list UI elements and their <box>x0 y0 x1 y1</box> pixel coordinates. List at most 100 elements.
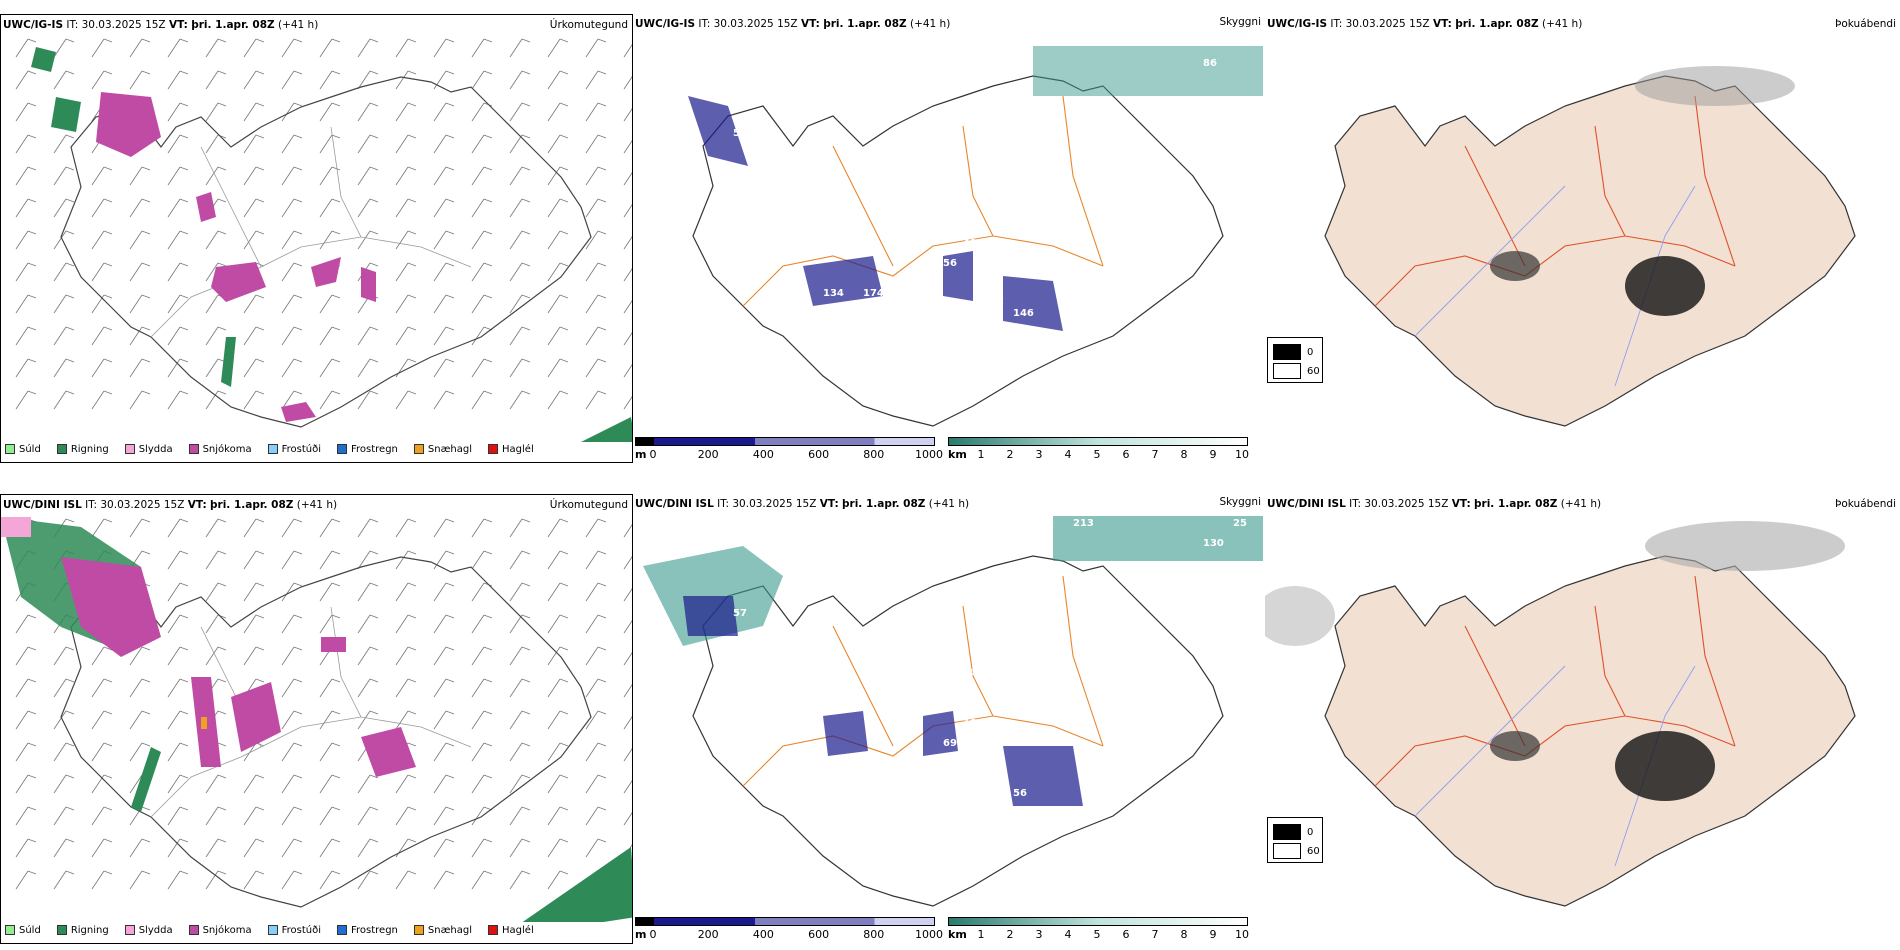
panel-header: UWC/DINI ISL IT: 30.03.2025 15Z VT: þri.… <box>3 499 338 511</box>
legend-label: Rigning <box>70 924 109 936</box>
colorbar-tick: 10 <box>1235 448 1249 461</box>
visibility-colorbar: km 1 2 3 4 5 6 7 8 9 10 <box>948 917 1249 943</box>
cloud-ceiling-label: 74 <box>933 888 947 899</box>
iceland-outline <box>60 76 592 428</box>
legend-label: Slydda <box>138 924 173 936</box>
legend-swatch <box>124 925 135 935</box>
fog-map <box>1324 66 1856 427</box>
legend-item: Snjókoma <box>188 444 252 455</box>
colorbar-tick: 3 <box>1035 448 1043 461</box>
precip-type-legend: Súld Rigning Slydda Snjókoma Frostúði Frostre… <box>5 921 546 939</box>
ceiling-colorbar: m 0 200 400 600 800 1000 <box>635 437 943 463</box>
legend-item: Súld <box>5 444 41 455</box>
cloud-ceiling-label: 52 <box>823 768 837 779</box>
colorbar-tick: 800 <box>863 928 885 941</box>
colorbar-tick: 7 <box>1151 448 1159 461</box>
colorbar-tick: 6 <box>1122 928 1130 941</box>
colorbar-tick: 8 <box>1180 448 1188 461</box>
legend-item: Frostúði <box>267 925 321 936</box>
cloud-ceiling-label: 134 <box>823 288 844 299</box>
colorbar-tick: 5 <box>1093 928 1101 941</box>
legend-swatch <box>413 925 424 935</box>
legend-label: Frostregn <box>351 443 398 455</box>
legend-item: Slydda <box>124 924 173 936</box>
legend-label: Frostúði <box>281 443 321 455</box>
colorbar-tick: 2 <box>1006 448 1014 461</box>
cloud-ceiling-label: 69 <box>943 738 957 749</box>
colorbar-tick: 600 <box>808 448 830 461</box>
cloud-ceiling-label: 70 <box>903 158 917 169</box>
legend-item: Haglél <box>488 925 534 936</box>
colorbar-tick: 8 <box>1180 928 1188 941</box>
field-name: Úrkomutegund <box>549 499 628 511</box>
legend-item: Rigning <box>56 443 109 455</box>
legend-label: Snæhagl <box>427 443 473 455</box>
cloud-ceiling-label: 105 <box>983 243 1004 254</box>
cloud-panel-top: UWC/IG-IS IT: 30.03.2025 15Z VT: þri. 1.… <box>633 14 1265 463</box>
field-name: Þokuábendi <box>1835 498 1896 510</box>
legend-swatch <box>488 925 499 935</box>
colorbar-tick: 2 <box>1006 928 1014 941</box>
cloud-ceiling-label: 155 <box>1073 38 1094 49</box>
cloud-ceiling-label: 159 <box>1013 398 1034 409</box>
precip-map <box>1 517 632 922</box>
cloud-ceiling-label: 86 <box>1203 58 1217 69</box>
cloud-ceiling-label: 81 <box>913 218 927 229</box>
colorbar-tick: 200 <box>697 448 719 461</box>
legend-label: Snjókoma <box>202 924 252 936</box>
cloud-ceiling-label: 52 <box>1023 328 1037 339</box>
colorbar-tick: 9 <box>1209 448 1217 461</box>
legend-swatch <box>5 925 15 935</box>
legend-swatch <box>124 444 135 454</box>
legend-label: Súld <box>19 924 41 936</box>
fog-legend: 0 60 <box>1267 337 1323 383</box>
precip-type-panel-top: UWC/IG-IS IT: 30.03.2025 15Z VT: þri. 1.… <box>0 14 633 463</box>
legend-label: Haglél <box>502 924 534 936</box>
cloud-ceiling-label: 146 <box>1013 308 1034 319</box>
cloud-panel-bottom: UWC/DINI ISL IT: 30.03.2025 15Z VT: þri.… <box>633 494 1265 944</box>
legend-item: Rigning <box>56 924 109 936</box>
field-name: Úrkomutegund <box>549 19 628 31</box>
colorbar-tick: 0 <box>649 928 657 941</box>
legend-swatch <box>5 444 15 454</box>
cloud-ceiling-label: 184 <box>963 718 984 729</box>
cloud-ceiling-label: 56 <box>943 258 957 269</box>
precip-map <box>15 38 632 442</box>
fog-panel-bottom: UWC/DINI ISL IT: 30.03.2025 15Z VT: þri.… <box>1265 494 1900 944</box>
legend-label: Rigning <box>70 443 109 455</box>
legend-swatch <box>488 444 499 454</box>
legend-item: Frostregn <box>337 444 398 455</box>
colorbar-tick: 3 <box>1035 928 1043 941</box>
cloud-ceiling-label: 116 <box>903 638 924 649</box>
colorbar-tick: 600 <box>808 928 830 941</box>
cloud-ceiling-label: 213 <box>1073 518 1094 529</box>
legend-item: Slydda <box>124 443 173 455</box>
precip-type-panel-bottom: UWC/DINI ISL IT: 30.03.2025 15Z VT: þri.… <box>0 494 633 944</box>
cloud-ceiling-label: 155 <box>893 298 914 309</box>
fog-panel-top: UWC/IG-IS IT: 30.03.2025 15Z VT: þri. 1.… <box>1265 14 1900 463</box>
colorbar-tick: 400 <box>752 928 774 941</box>
legend-label: Slydda <box>138 443 173 455</box>
legend-swatch <box>267 444 278 454</box>
legend-item: Snjókoma <box>188 924 252 936</box>
fog-map <box>1265 521 1856 907</box>
panel-header: UWC/IG-IS IT: 30.03.2025 15Z VT: þri. 1.… <box>3 19 319 31</box>
ceiling-colorbar: m 0 200 400 600 800 1000 <box>635 917 943 943</box>
legend-swatch <box>188 444 199 454</box>
cloud-ceiling-label: 295 <box>1033 38 1054 49</box>
cloud-ceiling-label: 309 <box>1033 518 1054 529</box>
panel-header: UWC/IG-IS IT: 30.03.2025 15Z VT: þri. 1.… <box>635 18 951 30</box>
cloud-ceiling-label: 25 <box>1233 518 1247 529</box>
cloud-ceiling-label: 41 <box>963 238 977 249</box>
colorbar-tick: 5 <box>1093 448 1101 461</box>
cloud-ceiling-label: 23 <box>993 48 1007 59</box>
colorbar-tick: 9 <box>1209 928 1217 941</box>
colorbar-tick: 800 <box>863 448 885 461</box>
legend-item: Frostúði <box>267 443 321 455</box>
fog-legend: 0 60 <box>1267 817 1323 863</box>
cloud-ceiling-label: 96 <box>1233 38 1247 49</box>
colorbar-tick: 200 <box>697 928 719 941</box>
